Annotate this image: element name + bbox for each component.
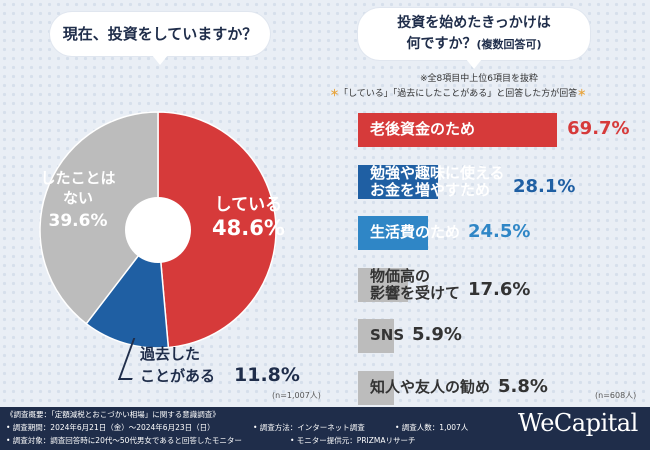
bar-label: SNS [370,327,404,344]
bar-value: 17.6% [468,278,531,300]
footer-survey-title: 《調査概要：「定額減税とおこづかい相場」に関する意識調査》 [6,410,220,419]
right-bubble-tail [466,59,482,69]
pie-label-doing: している 48.6% [212,190,285,241]
right-question-line2: 何ですか？ [406,36,477,52]
bar [358,319,394,353]
bar-label-line: 老後資金のため [370,120,476,138]
footer-survey-period: • 調査期間：2024年6月21日（金）〜2024年6月23日（日） [6,423,215,432]
left-question-bubble: 現在、投資をしていますか？ [50,12,270,56]
pie-label-past-value: 11.8% [234,364,300,386]
pie-label-never-line2: ない [62,189,93,207]
bar-label-line: 勉強や趣味に使える [370,163,505,182]
pie-slice-doing [157,111,277,349]
right-question-line1: 投資を始めたきっかけは [397,15,551,31]
bar-value: 28.1% [513,175,576,197]
pie-label-never-value: 39.6% [48,211,108,231]
bar-label-line: 知人や友人の勧め [370,377,491,396]
pie-label-past-line2: ことがある [140,367,216,385]
bar-value: 5.9% [412,324,462,345]
left-bubble-tail [152,55,168,65]
bar-label: 生活費のため [370,224,460,241]
bar [358,113,558,147]
bar [358,164,439,199]
bar-label: 知人や友人の勧め [370,377,491,396]
note-star-left: ＊ [330,89,340,99]
bar-label-line: 物価高の [370,266,431,285]
right-question-note: (複数回答可) [476,38,542,51]
bar-label-line: SNS [370,326,405,344]
footer-survey-target: • 調査対象：調査回答時に20代〜50代男女であると回答したモニター [6,436,242,445]
bar-label: 老後資金のため [370,121,475,138]
pie-label-doing-text: している [214,195,283,215]
bar [358,267,409,302]
bar [358,370,394,405]
bar-value: 24.5% [468,221,531,242]
respondent-note-text: 「している」「過去にしたことがある」と回答した方が回答 [339,89,578,99]
note-star-right: ＊ [577,89,587,99]
left-question-text: 現在、投資をしていますか？ [62,25,258,43]
wecapital-logo: WeCapital [518,409,638,437]
bar-label: 物価高の 影響を受けて [370,266,461,302]
pie-label-doing-value: 48.6% [212,216,285,240]
pie-label-never: したことは ない 39.6% [38,168,118,231]
pie-sample-size: (n=1,007人) [272,391,321,400]
footer-survey-provider: • モニター提供元：PRIZMAリサーチ [290,436,416,445]
footer-survey-method: • 調査方法：インターネット調査 [253,423,365,432]
right-question-bubble: 投資を始めたきっかけは 何ですか？(複数回答可) [358,8,590,60]
pie-label-never-line1: したことは [40,169,116,187]
top6-note: ※全8項目中上位6項目を抜粋 [420,74,538,84]
bar-label-line: 影響を受けて [370,283,461,302]
bar-value: 69.7% [567,118,630,139]
bar-label-line: 生活費のため [370,223,461,241]
footer: 《調査概要：「定額減税とおこづかい相場」に関する意識調査》 • 調査期間：202… [0,407,650,450]
bar-label-line: お金を増やすため [370,180,491,199]
pie-center-hole [125,197,191,263]
footer-survey-count: • 調査人数：1,007人 [395,423,469,432]
pie-label-past: 過去した ことがある [140,343,215,387]
bar-value: 5.8% [498,375,548,397]
bar [358,216,428,250]
pie-label-past-line1: 過去した [140,345,201,363]
bar-label: 勉強や趣味に使える お金を増やすため [370,163,505,199]
respondent-note: ＊「している」「過去にしたことがある」と回答した方が回答＊ [330,86,586,99]
bar-sample-size: (n=608人) [595,391,637,400]
pie-slice-never [39,111,159,325]
